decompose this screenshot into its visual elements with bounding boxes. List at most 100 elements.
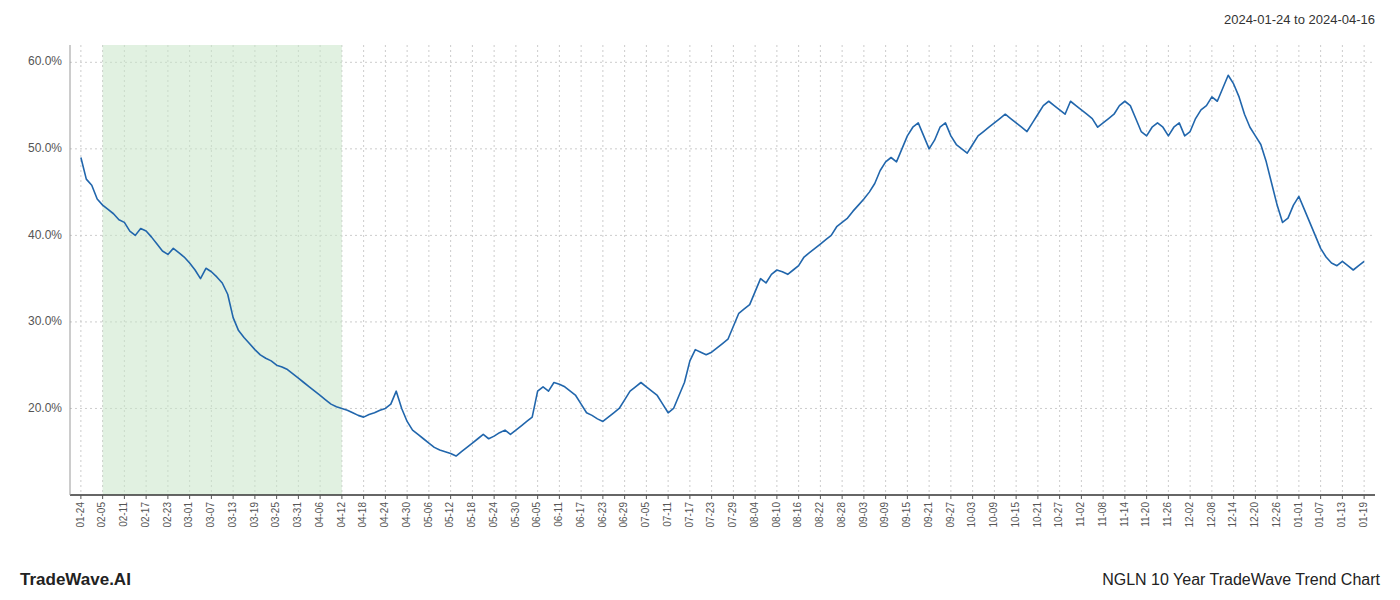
x-tick bbox=[80, 495, 81, 499]
y-tick-label: 20.0% bbox=[28, 401, 62, 415]
x-tick-label: 03-25 bbox=[270, 502, 281, 528]
x-tick bbox=[407, 495, 408, 499]
grid-line-x bbox=[689, 45, 690, 495]
x-tick bbox=[1342, 495, 1343, 499]
grid-line-x bbox=[1342, 45, 1343, 495]
grid-line-x bbox=[407, 45, 408, 495]
x-tick bbox=[689, 495, 690, 499]
x-tick bbox=[341, 495, 342, 499]
grid-line-x bbox=[668, 45, 669, 495]
x-tick bbox=[1016, 495, 1017, 499]
x-tick-label: 01-24 bbox=[75, 502, 86, 528]
y-tick-label: 50.0% bbox=[28, 141, 62, 155]
grid-line-x bbox=[624, 45, 625, 495]
grid-line-x bbox=[1364, 45, 1365, 495]
x-tick bbox=[994, 495, 995, 499]
grid bbox=[70, 45, 1375, 495]
x-tick bbox=[189, 495, 190, 499]
grid-line-x bbox=[1190, 45, 1191, 495]
x-tick-label: 04-06 bbox=[314, 502, 325, 528]
x-tick bbox=[146, 495, 147, 499]
x-tick-label: 02-17 bbox=[140, 502, 151, 528]
x-tick bbox=[1277, 495, 1278, 499]
x-tick bbox=[1146, 495, 1147, 499]
x-tick-label: 01-13 bbox=[1336, 502, 1347, 528]
x-tick bbox=[1211, 495, 1212, 499]
y-tick-label: 40.0% bbox=[28, 228, 62, 242]
grid-line-x bbox=[1124, 45, 1125, 495]
grid-line-x bbox=[1277, 45, 1278, 495]
x-tick bbox=[733, 495, 734, 499]
x-tick-label: 08-04 bbox=[749, 502, 760, 528]
x-tick bbox=[1103, 495, 1104, 499]
x-tick bbox=[1190, 495, 1191, 499]
x-tick-label: 04-30 bbox=[401, 502, 412, 528]
grid-line-x bbox=[798, 45, 799, 495]
x-tick bbox=[972, 495, 973, 499]
grid-line-x bbox=[494, 45, 495, 495]
x-tick-label: 05-06 bbox=[423, 502, 434, 528]
title: NGLN 10 Year TradeWave Trend Chart bbox=[1102, 571, 1380, 588]
grid-line-x bbox=[733, 45, 734, 495]
grid-line-x bbox=[1146, 45, 1147, 495]
x-tick bbox=[602, 495, 603, 499]
grid-line-x bbox=[929, 45, 930, 495]
x-tick bbox=[863, 495, 864, 499]
x-tick-label: 08-10 bbox=[771, 502, 782, 528]
x-tick-label: 07-23 bbox=[705, 502, 716, 528]
x-tick-label: 07-11 bbox=[662, 502, 673, 527]
x-tick-label: 02-11 bbox=[118, 502, 129, 527]
x-tick-label: 03-31 bbox=[292, 502, 303, 528]
annotation: TradeWave.AI bbox=[20, 570, 131, 589]
x-tick bbox=[428, 495, 429, 499]
subtitle: 2024-01-24 to 2024-04-16 bbox=[1224, 12, 1375, 27]
x-tick-label: 09-09 bbox=[879, 502, 890, 528]
grid-line-x bbox=[646, 45, 647, 495]
x-tick bbox=[950, 495, 951, 499]
grid-line-x bbox=[515, 45, 516, 495]
x-tick-label: 02-05 bbox=[96, 502, 107, 528]
y-tick-label: 30.0% bbox=[28, 314, 62, 328]
x-tick bbox=[820, 495, 821, 499]
grid-line-x bbox=[972, 45, 973, 495]
x-tick-label: 06-17 bbox=[575, 502, 586, 528]
x-tick bbox=[1124, 495, 1125, 499]
x-tick-label: 07-29 bbox=[727, 502, 738, 528]
x-tick bbox=[929, 495, 930, 499]
x-tick-label: 06-05 bbox=[531, 502, 542, 528]
grid-line-x bbox=[907, 45, 908, 495]
x-tick-label: 09-21 bbox=[923, 502, 934, 528]
x-tick bbox=[755, 495, 756, 499]
axes: 20.0%30.0%40.0%50.0%60.0%01-2402-0502-11… bbox=[28, 45, 1375, 528]
x-tick-label: 04-24 bbox=[379, 502, 390, 528]
x-tick-label: 04-18 bbox=[357, 502, 368, 528]
x-tick-label: 01-19 bbox=[1358, 502, 1369, 528]
x-tick-label: 12-14 bbox=[1227, 502, 1238, 528]
grid-line-x bbox=[80, 45, 81, 495]
x-tick bbox=[298, 495, 299, 499]
x-tick-label: 05-12 bbox=[444, 502, 455, 528]
grid-line-x bbox=[428, 45, 429, 495]
x-tick bbox=[798, 495, 799, 499]
grid-line-x bbox=[994, 45, 995, 495]
x-tick-label: 07-05 bbox=[640, 502, 651, 528]
x-tick bbox=[842, 495, 843, 499]
x-tick-label: 09-15 bbox=[901, 502, 912, 528]
x-tick-label: 06-29 bbox=[618, 502, 629, 528]
x-tick bbox=[233, 495, 234, 499]
x-tick-label: 01-07 bbox=[1314, 502, 1325, 528]
x-tick-label: 03-07 bbox=[205, 502, 216, 528]
x-tick-label: 11-20 bbox=[1140, 502, 1151, 527]
x-tick-label: 10-21 bbox=[1032, 502, 1043, 528]
x-tick bbox=[515, 495, 516, 499]
x-tick-label: 08-22 bbox=[814, 502, 825, 528]
x-tick bbox=[385, 495, 386, 499]
grid-line-x bbox=[1233, 45, 1234, 495]
x-tick-label: 10-09 bbox=[988, 502, 999, 528]
x-tick-label: 05-18 bbox=[466, 502, 477, 528]
x-tick bbox=[1168, 495, 1169, 499]
grid-line-x bbox=[450, 45, 451, 495]
grid-line-x bbox=[1211, 45, 1212, 495]
shaded-span bbox=[103, 45, 342, 495]
x-tick bbox=[102, 495, 103, 499]
